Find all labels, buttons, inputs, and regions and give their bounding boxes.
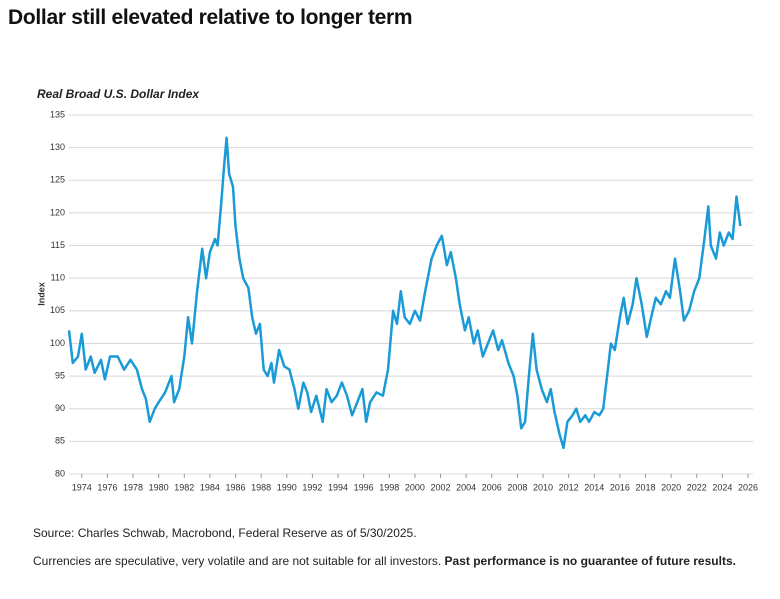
page-title: Dollar still elevated relative to longer…: [8, 6, 413, 29]
x-tick-label: 1990: [277, 482, 297, 492]
note-line: Currencies are speculative, very volatil…: [33, 554, 736, 568]
y-tick-label: 115: [51, 240, 65, 250]
y-tick-label: 110: [51, 273, 65, 283]
x-tick-label: 1980: [149, 482, 169, 492]
x-tick-label: 1992: [302, 482, 322, 492]
x-tick-label: 2002: [431, 482, 451, 492]
y-tick-label: 105: [50, 305, 65, 315]
note: Currencies are speculative, very volatil…: [33, 554, 442, 568]
y-tick-label: 125: [50, 175, 65, 185]
x-tick-label: 1982: [174, 482, 194, 492]
chart: Real Broad U.S. Dollar Index Index 80 85 9…: [36, 87, 758, 492]
x-tick-label: 1998: [379, 482, 399, 492]
x-tick-label: 2014: [584, 482, 604, 492]
x-tick-label: 2010: [533, 482, 553, 492]
x-tick-label: 2016: [610, 482, 630, 492]
note-emphasis: Past performance is no guarantee of futu…: [444, 554, 736, 568]
x-tick-label: 1996: [354, 482, 374, 492]
x-tick-label: 2026: [738, 482, 758, 492]
x-tick-label: 1976: [97, 482, 117, 492]
y-tick-label: 85: [55, 436, 65, 446]
x-tick-label: 1988: [251, 482, 271, 492]
x-tick-label: 1994: [328, 482, 348, 492]
x-tick-label: 2020: [661, 482, 681, 492]
y-axis-label: Index: [36, 282, 46, 306]
x-tick-label: 2004: [456, 482, 476, 492]
x-tick-label: 1984: [200, 482, 220, 492]
x-tick-label: 2022: [687, 482, 707, 492]
y-tick-label: 100: [50, 338, 65, 348]
y-tick-label: 80: [55, 468, 65, 478]
x-tick-label: 1974: [72, 482, 92, 492]
y-tick-label: 95: [55, 370, 65, 380]
x-tick-label: 1986: [226, 482, 246, 492]
x-tick-label: 2000: [405, 482, 425, 492]
y-tick-label: 90: [55, 403, 65, 413]
data-line: [67, 136, 742, 450]
y-tick-label: 120: [50, 207, 65, 217]
y-tick-label: 135: [50, 109, 65, 119]
x-tick-label: 2018: [635, 482, 655, 492]
source: Source: Charles Schwab, Macrobond, Feder…: [33, 526, 417, 540]
x-tick-label: 1978: [123, 482, 143, 492]
x-tick-label: 2012: [559, 482, 579, 492]
y-tick-label: 130: [50, 142, 65, 152]
x-tick-label: 2008: [507, 482, 527, 492]
x-tick-label: 2006: [482, 482, 502, 492]
chart-title: Real Broad U.S. Dollar Index: [37, 87, 200, 101]
x-tick-label: 2024: [712, 482, 732, 492]
